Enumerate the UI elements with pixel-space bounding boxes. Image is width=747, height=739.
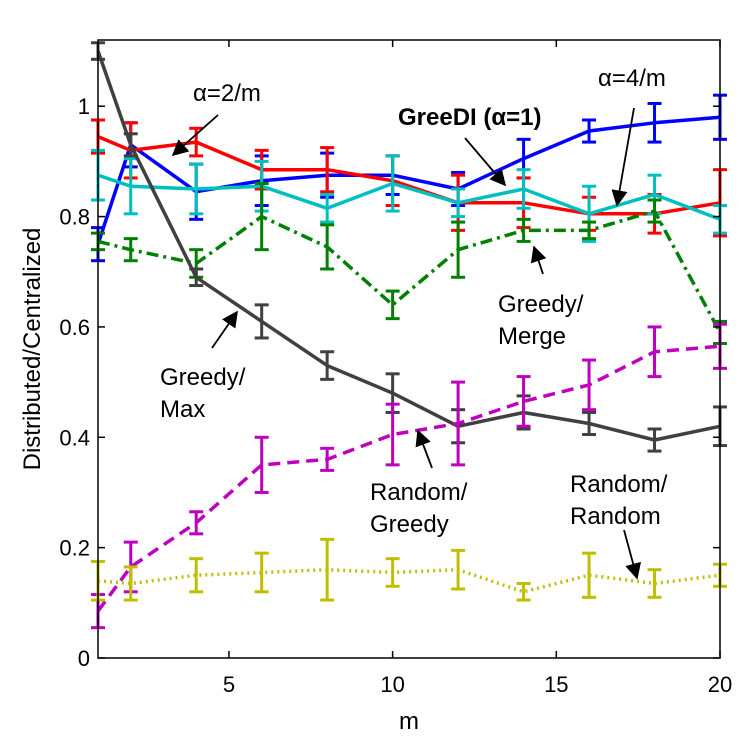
annotation-text: Greedy/ — [160, 364, 246, 391]
annotation-rr: Random/Random — [570, 471, 668, 580]
axis-layer: 5 10 15 20 0 0.2 0.4 0.6 0.8 1 — [59, 40, 732, 697]
error-bar-greedymerge — [123, 237, 138, 263]
annotation-a4: α=4/m — [598, 65, 666, 207]
annotation-rg: Random/Greedy — [370, 429, 468, 538]
annotation-text: Max — [160, 396, 205, 423]
error-bar-greedi4 — [385, 154, 400, 213]
error-bar-randomrandom — [254, 551, 269, 594]
plot-frame — [97, 39, 721, 659]
error-bar-greedi1 — [582, 118, 597, 144]
error-bar-greedi4 — [516, 168, 531, 210]
error-bar-randomrandom — [516, 582, 531, 602]
error-bar-greedymerge — [320, 223, 335, 271]
error-bar-randomgreedy — [189, 510, 204, 536]
annotation-arrow — [171, 114, 219, 157]
error-bar-greedymerge — [385, 289, 400, 321]
x-axis-label: m — [399, 708, 419, 735]
plot-area — [98, 40, 720, 658]
annotation-text: α=2/m — [193, 80, 261, 107]
y-tick-label: 0.2 — [59, 536, 90, 561]
error-bar-randomrandom — [123, 565, 138, 602]
annotation-arrow — [530, 245, 547, 275]
error-bar-greedymax — [254, 303, 269, 340]
error-bar-greedi4 — [123, 157, 138, 216]
annotation-merge: Greedy/Merge — [498, 245, 584, 350]
error-bar-randomgreedy — [582, 358, 597, 412]
annotation-text: Random/ — [570, 471, 668, 498]
annotation-a1: GreeDI (α=1) — [398, 104, 541, 187]
error-bar-greedi4 — [320, 193, 335, 224]
error-bar-randomrandom — [582, 551, 597, 599]
error-bar-randomgreedy — [516, 375, 531, 428]
error-bar-greedymax — [647, 427, 662, 453]
error-bar-greedymerge — [582, 220, 597, 241]
annotation-a2: α=2/m — [171, 80, 261, 157]
error-bar-randomgreedy — [385, 402, 400, 467]
error-bar-greedymax — [320, 350, 335, 381]
x-tick-label: 20 — [708, 672, 732, 697]
error-bar-greedi2 — [189, 126, 204, 158]
error-bar-randomrandom — [320, 537, 335, 602]
y-tick-label: 1 — [78, 94, 90, 119]
annotation-arrow — [623, 529, 642, 580]
error-bar-randomgreedy — [451, 380, 466, 467]
x-tick-label: 15 — [544, 672, 568, 697]
annotation-text: Greedy/ — [498, 291, 584, 318]
series-layer — [91, 41, 727, 630]
series-greedymax — [91, 41, 727, 453]
error-bar-randomgreedy — [320, 446, 335, 472]
annotation-arrow — [415, 429, 433, 469]
annotation-text: Random/ — [370, 479, 468, 506]
annotation-max: Greedy/Max — [160, 310, 246, 423]
x-tick-label: 5 — [223, 672, 235, 697]
error-bar-randomrandom — [647, 568, 662, 599]
annotation-text: Random — [570, 503, 661, 530]
error-bar-greedymax — [123, 132, 138, 158]
y-tick-label: 0 — [78, 646, 90, 671]
y-tick-label: 0.8 — [59, 205, 90, 230]
series-randomrandom — [91, 537, 727, 602]
annotation-arrow — [611, 107, 635, 207]
annotation-text: Greedy — [370, 511, 449, 538]
annotation-arrow — [211, 310, 238, 349]
y-axis-label: Distributed/Centralized — [19, 228, 46, 471]
annotation-text: Merge — [498, 323, 566, 350]
annotation-arrow — [464, 137, 507, 187]
y-tick-label: 0.6 — [59, 315, 90, 340]
error-bar-greedymerge — [254, 181, 269, 252]
series-greedi4 — [91, 148, 727, 243]
annotation-text: α=4/m — [598, 65, 666, 92]
x-tick-label: 10 — [380, 672, 404, 697]
error-bar-randomrandom — [451, 548, 466, 591]
error-bar-randomgreedy — [254, 435, 269, 494]
error-bar-randomrandom — [189, 557, 204, 594]
error-bar-randomgreedy — [647, 325, 662, 379]
series-line-greedymerge — [97, 209, 722, 334]
error-bar-greedymerge — [647, 198, 662, 224]
error-bar-greedi2 — [320, 146, 335, 194]
error-bar-greedi4 — [189, 162, 204, 216]
error-bar-greedymax — [582, 410, 597, 437]
error-bar-greedi4 — [451, 187, 466, 219]
error-bar-greedymax — [189, 267, 204, 288]
error-bar-greedymerge — [451, 220, 466, 279]
y-tick-label: 0.4 — [59, 425, 90, 450]
error-bar-randomrandom — [385, 557, 400, 588]
error-bar-greedymerge — [516, 217, 531, 243]
error-bar-greedi1 — [647, 101, 662, 144]
annotation-text: GreeDI (α=1) — [398, 104, 541, 131]
series-randomgreedy — [91, 322, 727, 630]
